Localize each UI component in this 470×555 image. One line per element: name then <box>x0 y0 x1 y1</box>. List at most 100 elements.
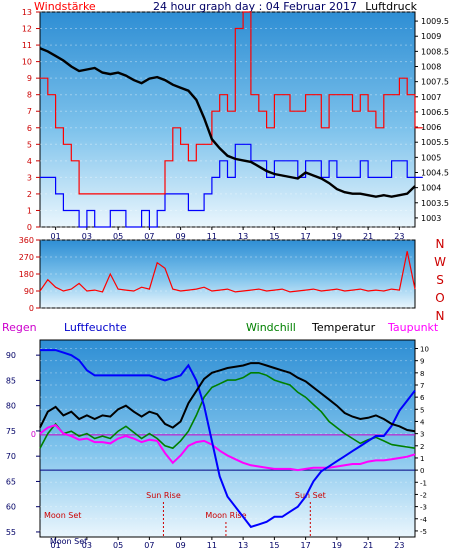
panel1-series <box>39 11 423 228</box>
panel1-left-tick-label: 5 <box>27 140 32 149</box>
panel1-right-tick-label: 1004.5 <box>421 168 449 177</box>
panel3-annotations: Moon Set Moon Set Sun Rise Moon Rise Sun Set <box>44 491 326 546</box>
panel3-x-tick-label: 13 <box>238 541 248 550</box>
label-regen: Regen <box>2 321 37 334</box>
panel1-x-tick-label: 01 <box>51 232 61 241</box>
panel1-x-tick-label: 05 <box>113 232 123 241</box>
panel3-right-tick-label: 10 <box>420 346 429 354</box>
panel1-left-tick-label: 7 <box>27 107 32 116</box>
panel2-series <box>39 251 416 293</box>
panel1-x-tick-label: 15 <box>269 232 279 241</box>
panel3-x-tick-label: 07 <box>144 541 154 550</box>
panel3-right-tick-label: -4 <box>420 516 428 524</box>
panel3-x-tick-label: 11 <box>207 541 217 550</box>
panel3-left-tick-label: 85 <box>6 376 16 385</box>
panel3-series <box>39 349 416 529</box>
regen-zero-tick: 0 <box>31 430 36 439</box>
panel1-x-ticks: 01 03 05 07 09 11 13 15 17 19 21 23 <box>51 227 404 241</box>
panel2-left-tick-label: 180 <box>19 270 34 279</box>
panel1-right-axis-label: Luftdruck <box>365 0 417 13</box>
panel2-left-ticks: 0 90 180 270 360 <box>19 236 40 313</box>
panel1-left-tick-label: 3 <box>27 173 32 182</box>
label-temperatur: Temperatur <box>311 321 376 334</box>
annotation-label: Moon Rise <box>205 511 246 520</box>
panel1-left-tick-label: 8 <box>27 91 32 100</box>
panel3-right-tick-label: 2 <box>420 443 424 451</box>
panel3-left-tick-label: 55 <box>6 528 16 537</box>
pressure-line <box>39 47 416 198</box>
panel1-left-axis-label: Windstärke <box>34 0 96 13</box>
panel3-right-tick-label: 4 <box>420 418 425 426</box>
panel1-right-tick-label: 1007 <box>421 93 441 102</box>
panel1-left-tick-label: 0 <box>27 223 32 232</box>
panel3-right-tick-label: -3 <box>420 504 427 512</box>
panel1-left-tick-label: 12 <box>22 25 32 34</box>
panel3-x-tick-label: 03 <box>82 541 92 550</box>
panel1-right-tick-label: 1009 <box>421 32 441 41</box>
panel3-x-tick-label: 09 <box>176 541 186 550</box>
panel1-right-tick-label: 1007.5 <box>421 78 449 87</box>
panel1-x-tick-label: 09 <box>176 232 186 241</box>
panel1-left-tick-label: 10 <box>22 58 32 67</box>
panel1-x-tick-label: 23 <box>394 232 404 241</box>
compass-label: N <box>436 309 445 323</box>
compass-label: S <box>436 273 444 287</box>
panel1-left-tick-label: 9 <box>27 74 32 83</box>
panel3-right-tick-label: 6 <box>420 394 425 402</box>
panel1-plot-area <box>39 11 416 228</box>
panel2-left-tick-label: 90 <box>24 287 34 296</box>
panel2-left-tick-label: 0 <box>29 304 34 313</box>
panel1-x-tick-label: 11 <box>207 232 217 241</box>
panel1-x-tick-label: 19 <box>332 232 342 241</box>
panel3-x-tick-label: 17 <box>301 541 311 550</box>
panel3-left-tick-label: 90 <box>6 351 16 360</box>
panel1-right-tick-label: 1004 <box>421 184 441 193</box>
annotation-label: Sun Set <box>295 491 326 500</box>
panel3-right-tick-label: 0 <box>420 467 424 475</box>
panel1-title: 24 hour graph day : 04 Februar 2017 <box>153 0 357 13</box>
panel3-left-tick-label: 75 <box>6 427 16 436</box>
wind-pressure-panel: 24 hour graph day : 04 Februar 2017 Wind… <box>22 0 449 241</box>
wind-average-line <box>40 143 423 228</box>
panel3-x-tick-label: 19 <box>332 541 342 550</box>
panel3-x-tick-label: 05 <box>113 541 123 550</box>
panel2-left-tick-label: 270 <box>19 253 34 262</box>
panel1-left-tick-label: 11 <box>22 41 32 50</box>
panel1-right-tick-label: 1006.5 <box>421 108 449 117</box>
panel3-right-tick-label: 9 <box>420 358 424 366</box>
panel3-right-ticks: -5 -4 -3 -2 -1 0 1 2 3 4 5 6 7 8 9 10 <box>415 346 429 536</box>
panel3-left-tick-label: 65 <box>6 477 16 486</box>
compass-label: O <box>435 291 444 305</box>
luftfeuchte-line <box>40 349 416 529</box>
panel1-right-tick-label: 1009.5 <box>421 17 449 26</box>
panel3-right-tick-label: 8 <box>420 370 424 378</box>
panel3-left-ticks: 55 60 65 70 75 80 85 90 <box>6 351 40 537</box>
temperature-humidity-panel: Regen Luftfeuchte Windchill Temperatur T… <box>2 321 439 550</box>
panel1-x-tick-label: 03 <box>82 232 92 241</box>
panel3-right-tick-label: -1 <box>420 479 427 487</box>
panel3-left-tick-label: 70 <box>6 452 16 461</box>
panel3-x-tick-label: 21 <box>363 541 373 550</box>
label-taupunkt: Taupunkt <box>387 321 439 334</box>
panel1-x-tick-label: 17 <box>301 232 311 241</box>
panel1-right-tick-label: 1003.5 <box>421 199 449 208</box>
panel3-left-tick-label: 80 <box>6 402 16 411</box>
panel1-right-tick-label: 1003 <box>421 214 441 223</box>
panel3-right-tick-label: 5 <box>420 406 424 414</box>
panel1-right-tick-label: 1006 <box>421 123 441 132</box>
panel3-x-tick-label: 01 <box>51 541 61 550</box>
temperatur-line <box>39 362 416 433</box>
panel1-right-tick-label: 1005 <box>421 153 441 162</box>
panel3-x-tick-label: 15 <box>269 541 279 550</box>
panel3-right-tick-label: 7 <box>420 382 424 390</box>
wind-gust-line <box>40 11 423 195</box>
panel1-right-tick-label: 1008.5 <box>421 47 449 56</box>
panel3-right-tick-label: 1 <box>420 455 424 463</box>
windchill-line <box>39 372 416 450</box>
panel1-left-tick-label: 1 <box>27 206 32 215</box>
panel3-right-tick-label: 3 <box>420 431 424 439</box>
